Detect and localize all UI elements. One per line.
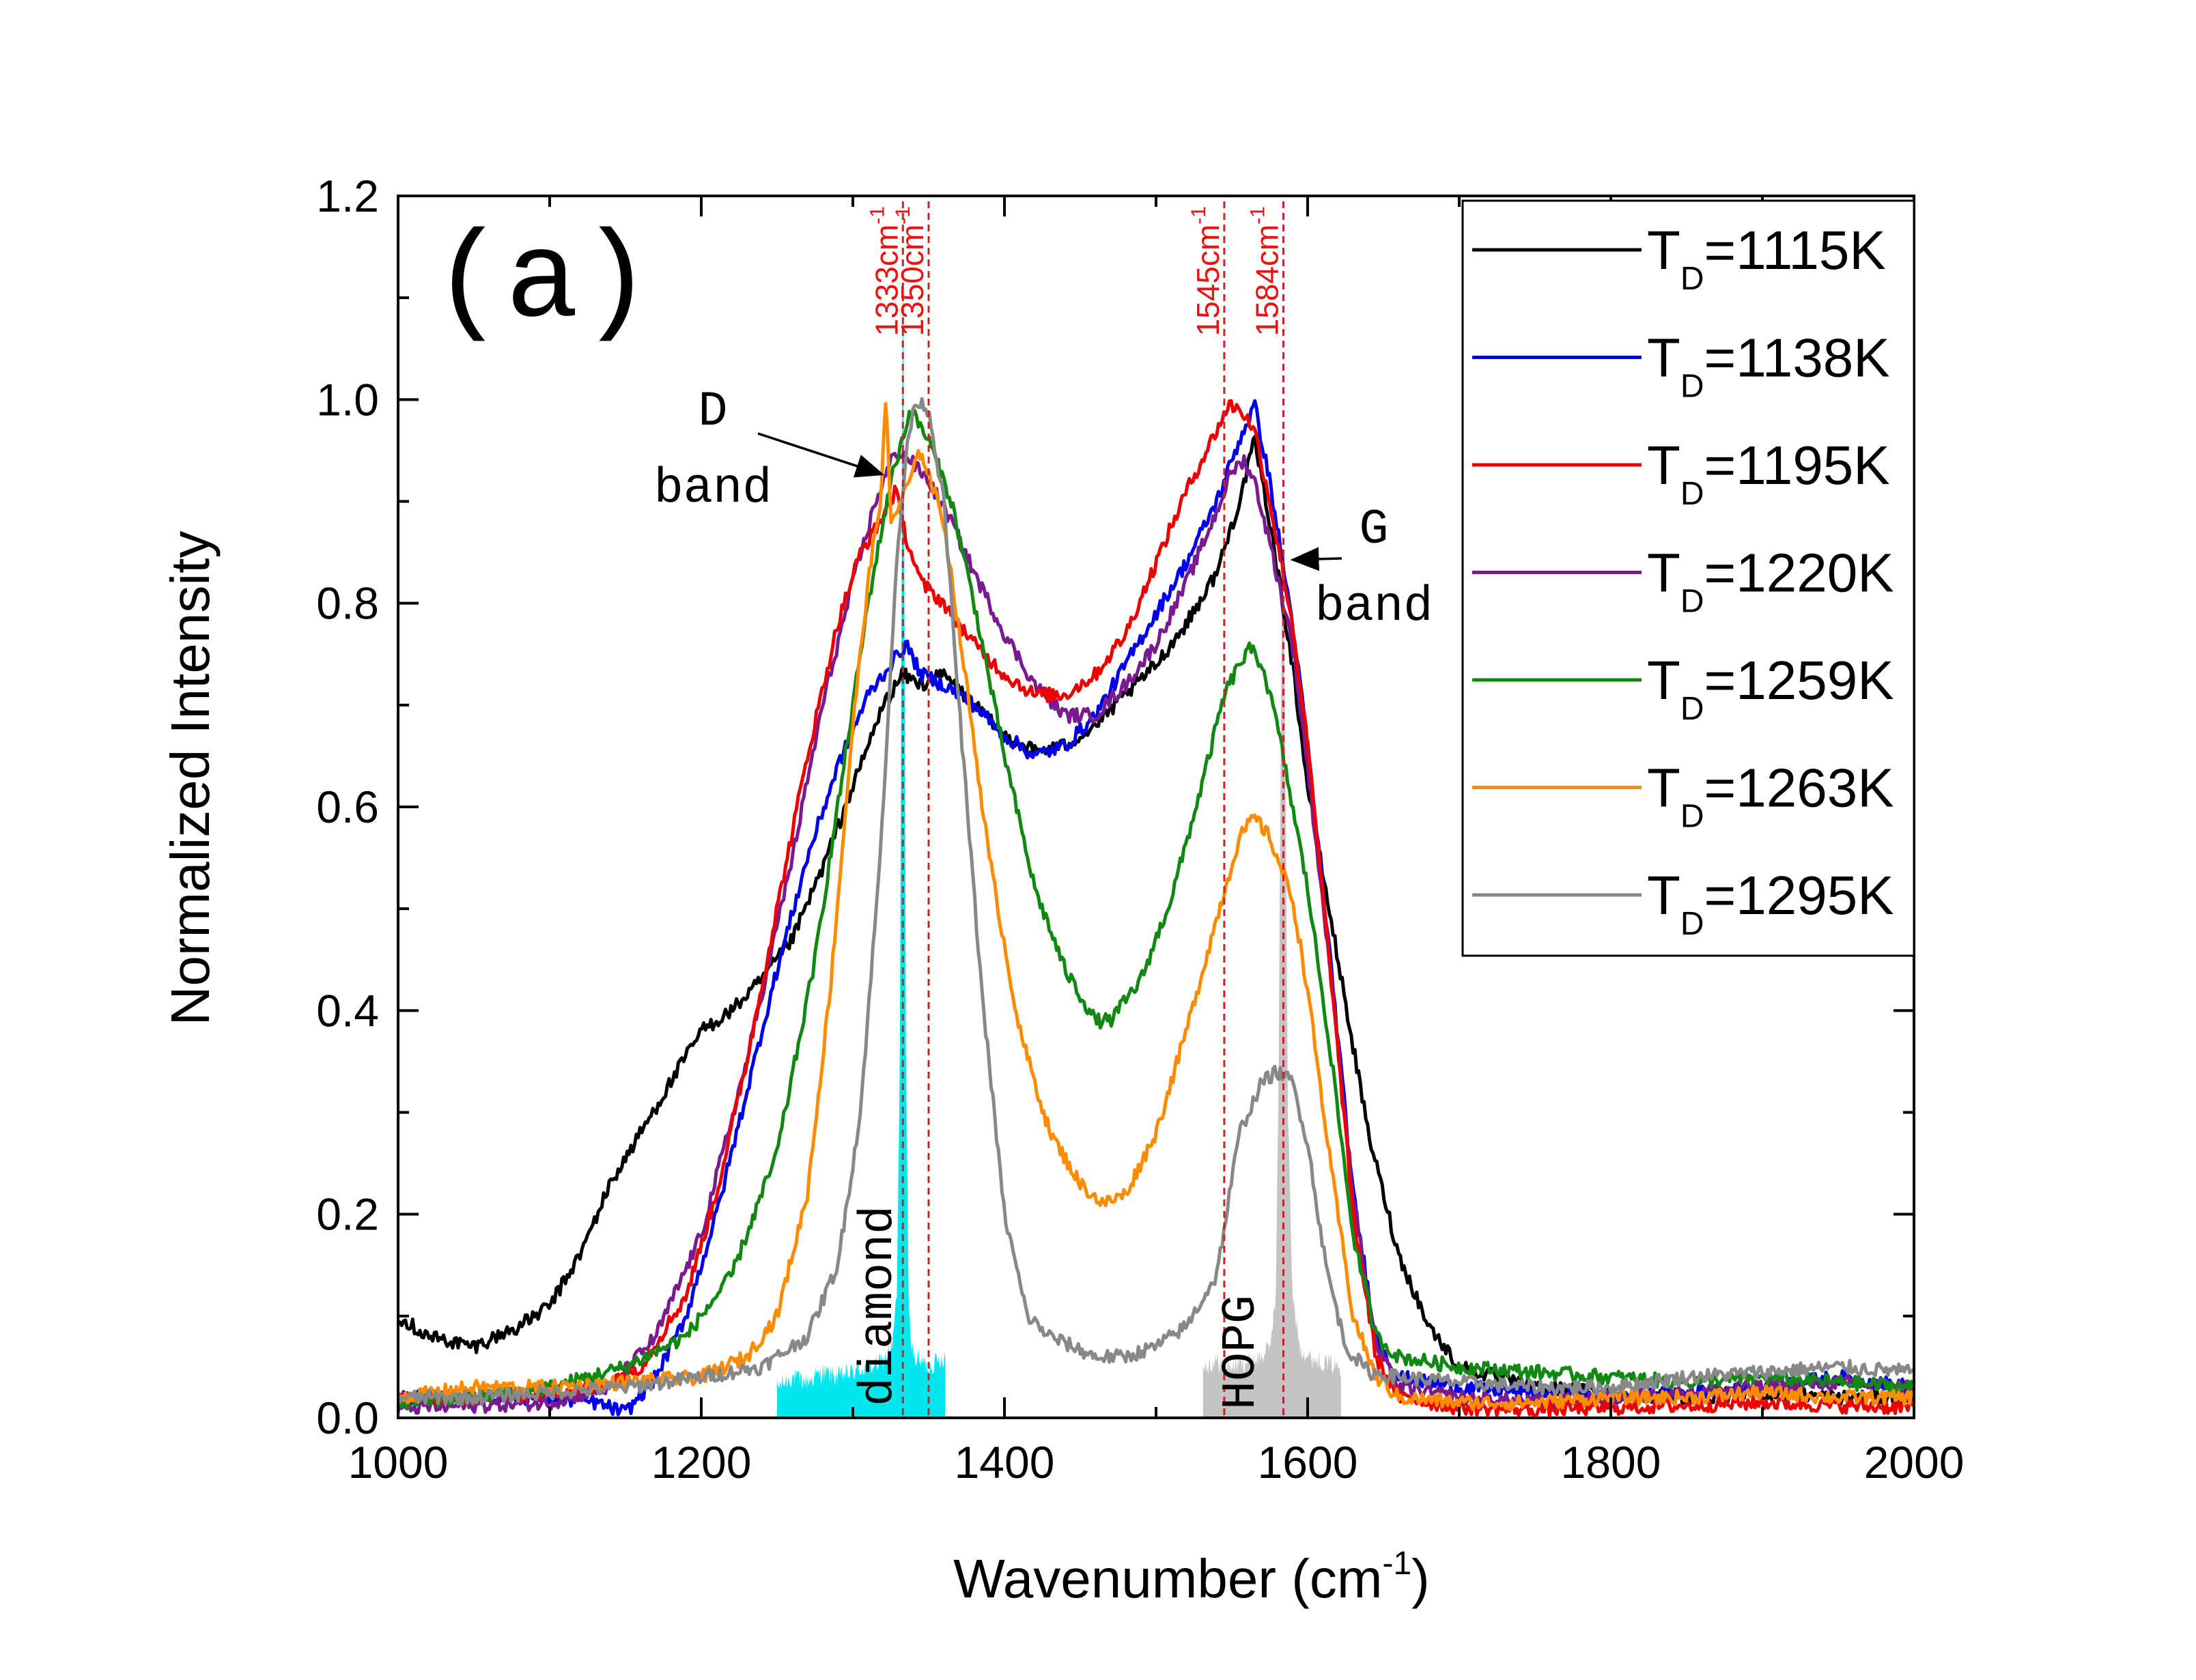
legend-label-main: T [1647,435,1680,496]
y-axis-label: Normalized Intensity [160,531,221,1026]
reference-label-text: 1584cm [1249,225,1284,337]
legend-label-main: T [1647,758,1680,818]
legend-box [1461,199,1915,957]
g-band-label-line1: G [1359,502,1388,558]
reference-label-1350: 1350cm-1 [892,206,930,336]
legend-label-rest: =1263K [1704,758,1894,818]
y-tick-label: 0.6 [316,782,379,832]
legend-label-TD=1263K: TD=1263K [1647,758,1894,835]
legend-label-sub: D [1680,584,1704,620]
d-band-label-line1: D [698,384,727,440]
reference-label-text: 1545cm [1190,225,1226,337]
reference-label-1584: 1584cm-1 [1246,206,1284,336]
g-band-label-line2: band [1315,579,1433,635]
legend-label-sub: D [1680,799,1704,835]
reference-label-1545: 1545cm-1 [1187,206,1226,336]
y-tick-label: 1.2 [316,171,379,221]
reference-label-sup: -1 [866,206,888,225]
axes-layer: 1000 1200 1400 1600 1800 2000 0.0 0.2 0.4 0.6 0.8 1… [316,171,1964,1487]
reference-label-sup: -1 [1246,206,1269,225]
series-line-TD=1263K [396,401,1915,1412]
legend-label-rest: =1195K [1704,435,1890,496]
legend: TD=1115KTD=1138KTD=1195KTD=1220KTD=1259K… [1461,199,1915,957]
x-tick-label: 1600 [1258,1437,1358,1487]
legend-label-main: T [1647,328,1680,388]
legend-label-sub: D [1680,906,1704,942]
legend-label-TD=1115K: TD=1115K [1647,220,1886,297]
g-band-arrow [1290,547,1342,571]
legend-label-TD=1195K: TD=1195K [1647,435,1890,512]
reference-label-text: 1350cm [895,225,930,337]
series-line-TD=1295K [396,397,1915,1406]
y-tick-label: 0.8 [316,578,379,629]
x-tick-label: 1200 [651,1437,752,1487]
x-tick-label: 1000 [348,1437,449,1487]
legend-label-main: T [1647,865,1680,926]
x-axis-label-end: ) [1411,1548,1430,1609]
legend-label-TD=1295K: TD=1295K [1647,865,1894,942]
x-axis-label-sup: -1 [1382,1546,1411,1582]
d-band-arrow [757,432,885,478]
reference-label-text: 1333cm [869,225,904,337]
y-tick-label: 0.0 [316,1393,379,1443]
legend-label-rest: =1138K [1704,328,1890,388]
legend-label-main: T [1647,650,1680,711]
x-axis-label-main: Wavenumber (cm [953,1548,1382,1609]
reference-label-sup: -1 [1187,206,1210,225]
x-tick-label: 1800 [1561,1437,1661,1487]
legend-label-sub: D [1680,369,1704,405]
legend-label-rest: =1295K [1704,865,1894,926]
legend-label-sub: D [1680,691,1704,727]
y-tick-label: 1.0 [316,374,379,425]
reference-label-1333: 1333cm-1 [866,206,904,336]
legend-label-rest: =1259K [1704,650,1894,711]
x-tick-label: 1400 [955,1437,1055,1487]
diamond-label: diamond [852,1206,906,1406]
reference-label-sup: -1 [892,206,914,225]
legend-label-sub: D [1680,476,1704,512]
hopg-label: HOPG [1215,1295,1269,1410]
legend-label-rest: =1220K [1704,543,1894,603]
legend-label-rest: =1115K [1704,220,1886,281]
panel-label: (a) [432,214,653,353]
y-tick-label: 0.2 [316,1189,379,1240]
d-band-label-line2: band [654,461,772,517]
legend-label-sub: D [1680,261,1704,297]
legend-label-TD=1220K: TD=1220K [1647,543,1894,620]
legend-label-TD=1259K: TD=1259K [1647,650,1894,727]
legend-label-main: T [1647,220,1680,281]
x-tick-label: 2000 [1864,1437,1965,1487]
legend-label-main: T [1647,543,1680,603]
series-layer [396,397,1915,1419]
x-axis-label: Wavenumber (cm-1) [953,1546,1430,1609]
legend-label-TD=1138K: TD=1138K [1647,328,1890,405]
y-tick-label: 0.4 [316,985,379,1036]
